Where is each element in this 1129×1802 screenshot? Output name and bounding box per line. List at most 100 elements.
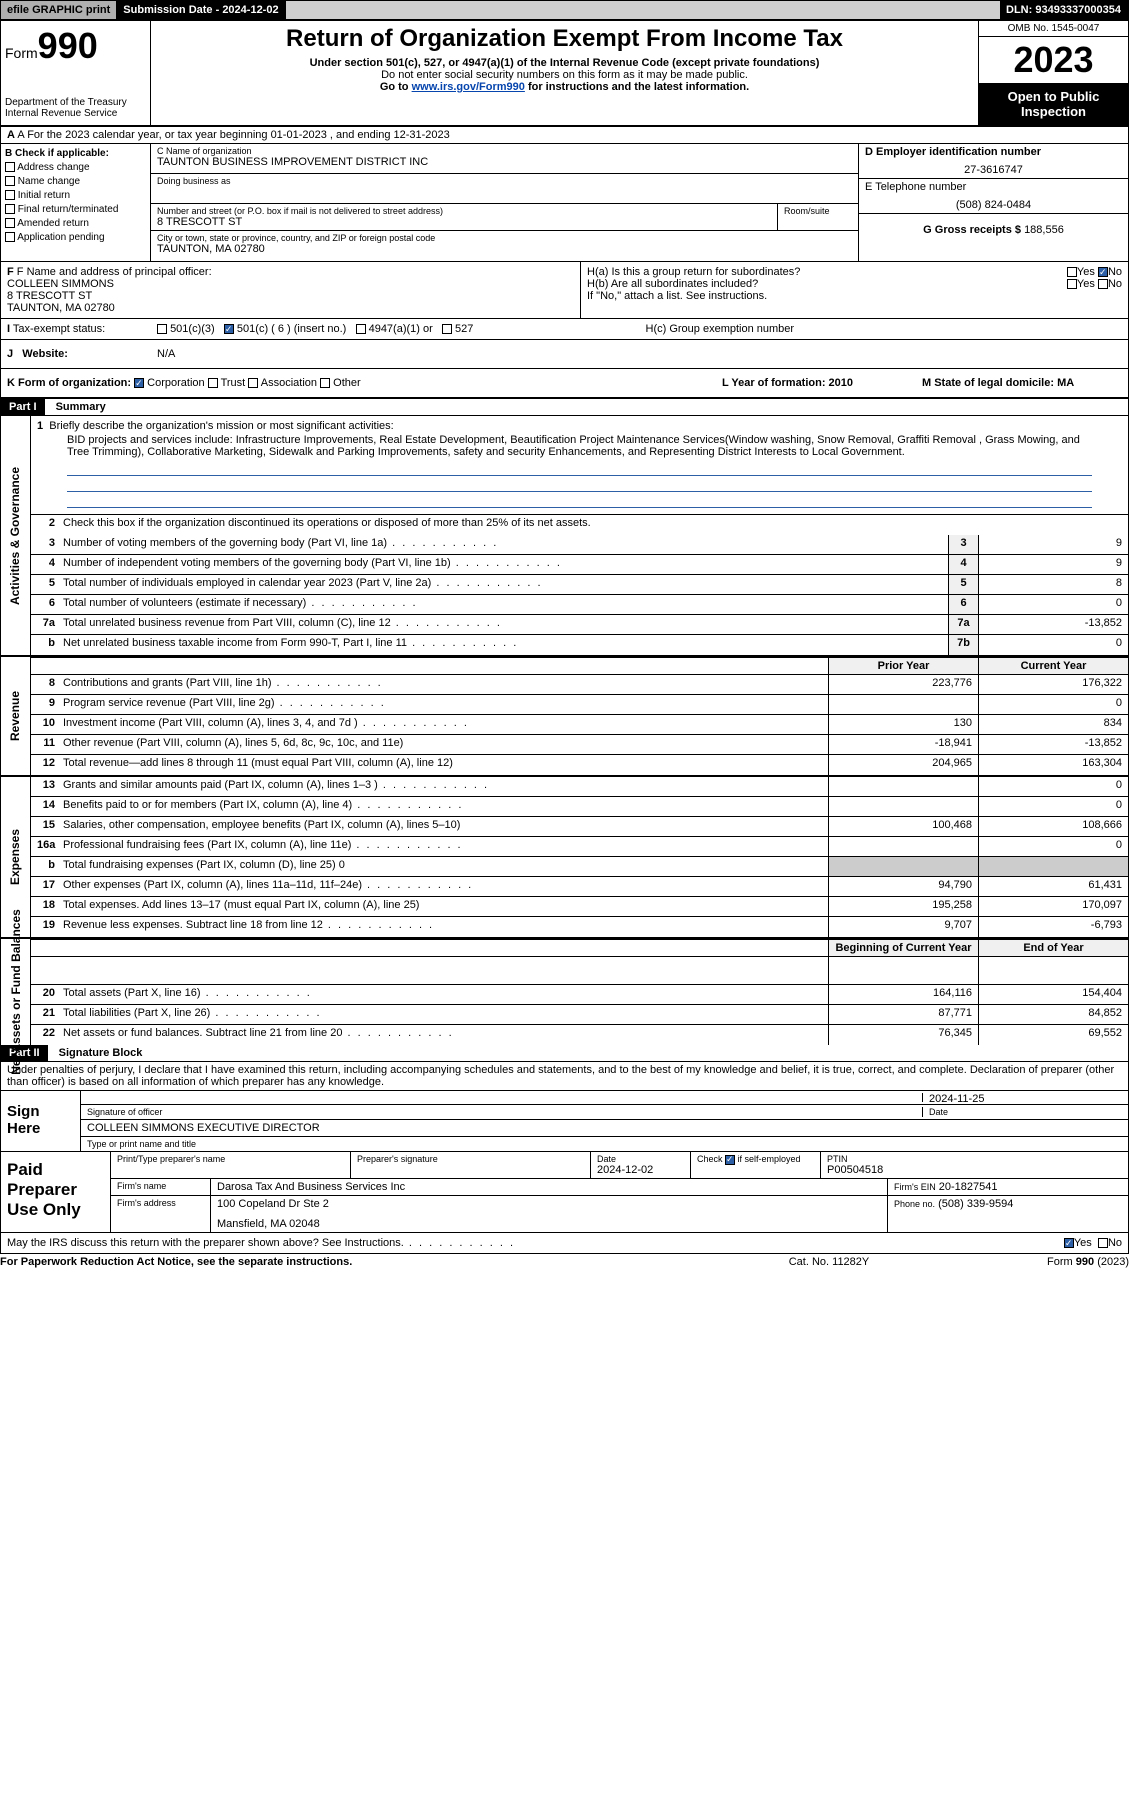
vlabel-revenue: Revenue — [1, 657, 31, 775]
line3-desc: Number of voting members of the governin… — [61, 535, 948, 554]
line4-val: 9 — [978, 555, 1128, 574]
ha-yes-checkbox[interactable] — [1067, 267, 1077, 277]
officer-name-title: COLLEEN SIMMONS EXECUTIVE DIRECTOR — [87, 1122, 1122, 1134]
name-change-checkbox[interactable] — [5, 176, 15, 186]
line17-prior: 94,790 — [828, 877, 978, 896]
line13-desc: Grants and similar amounts paid (Part IX… — [61, 777, 828, 796]
line8-prior: 223,776 — [828, 675, 978, 694]
line7a-val: -13,852 — [978, 615, 1128, 634]
line21-desc: Total liabilities (Part X, line 26) — [61, 1005, 828, 1024]
discuss-no-checkbox[interactable] — [1098, 1238, 1108, 1248]
trust-checkbox[interactable] — [208, 378, 218, 388]
firm-ein: 20-1827541 — [939, 1181, 998, 1193]
perjury-text: Under penalties of perjury, I declare th… — [1, 1062, 1128, 1091]
line20-desc: Total assets (Part X, line 16) — [61, 985, 828, 1004]
officer-label: F F Name and address of principal office… — [7, 266, 574, 278]
tax-exempt-label: I Tax-exempt status: — [1, 319, 151, 339]
line19-curr: -6,793 — [978, 917, 1128, 937]
line10-prior: 130 — [828, 715, 978, 734]
4947-checkbox[interactable] — [356, 324, 366, 334]
discuss-yes-checkbox[interactable] — [1064, 1238, 1074, 1248]
line21-prior: 87,771 — [828, 1005, 978, 1024]
line16a-curr: 0 — [978, 837, 1128, 856]
tax-exempt-options: 501(c)(3) 501(c) ( 6 ) (insert no.) 4947… — [151, 319, 640, 339]
form-990: Form990 Department of the Treasury Inter… — [0, 20, 1129, 1254]
line11-desc: Other revenue (Part VIII, column (A), li… — [61, 735, 828, 754]
phone-label: E Telephone number — [865, 181, 1122, 193]
initial-return-checkbox[interactable] — [5, 190, 15, 200]
cat-no: Cat. No. 11282Y — [729, 1256, 929, 1268]
ptin-label: PTIN — [827, 1154, 1122, 1164]
efile-print-button[interactable]: efile GRAPHIC print — [1, 1, 117, 19]
prep-sig-label: Preparer's signature — [357, 1154, 584, 1164]
line15-curr: 108,666 — [978, 817, 1128, 836]
room-label: Room/suite — [784, 206, 852, 216]
website: N/A — [157, 348, 175, 360]
line7a-desc: Total unrelated business revenue from Pa… — [61, 615, 948, 634]
gross-receipts-label: G Gross receipts $ — [923, 224, 1021, 236]
line3-val: 9 — [978, 535, 1128, 554]
mission-text: BID projects and services include: Infra… — [37, 432, 1122, 460]
line7b-desc: Net unrelated business taxable income fr… — [61, 635, 948, 655]
line8-curr: 176,322 — [978, 675, 1128, 694]
paperwork-notice: For Paperwork Reduction Act Notice, see … — [0, 1256, 729, 1268]
org-name: TAUNTON BUSINESS IMPROVEMENT DISTRICT IN… — [157, 156, 852, 168]
omb-number: OMB No. 1545-0047 — [979, 21, 1128, 37]
prep-date: 2024-12-02 — [597, 1164, 684, 1176]
form-title: Return of Organization Exempt From Incom… — [159, 25, 970, 53]
ptin: P00504518 — [827, 1164, 1122, 1176]
vlabel-governance: Activities & Governance — [1, 416, 31, 655]
part1-title: Summary — [48, 399, 114, 415]
mission-label: Briefly describe the organization's miss… — [49, 420, 393, 432]
line16b-desc: Total fundraising expenses (Part IX, col… — [61, 857, 828, 876]
hb-no-checkbox[interactable] — [1098, 279, 1108, 289]
501c-checkbox[interactable] — [224, 324, 234, 334]
prep-name-label: Print/Type preparer's name — [117, 1154, 344, 1164]
hc-group-exemption: H(c) Group exemption number — [640, 319, 1129, 339]
line17-desc: Other expenses (Part IX, column (A), lin… — [61, 877, 828, 896]
prep-check-label: Check if self-employed — [697, 1154, 814, 1165]
sig-officer-label: Signature of officer — [87, 1107, 922, 1117]
line7b-val: 0 — [978, 635, 1128, 655]
firm-addr-label: Firm's address — [111, 1196, 211, 1232]
irs-link[interactable]: www.irs.gov/Form990 — [412, 81, 525, 93]
hb-subordinates: H(b) Are all subordinates included? Yes … — [587, 278, 1122, 290]
line11-curr: -13,852 — [978, 735, 1128, 754]
final-return-checkbox[interactable] — [5, 204, 15, 214]
line15-desc: Salaries, other compensation, employee b… — [61, 817, 828, 836]
self-employed-checkbox[interactable] — [725, 1155, 735, 1165]
line16a-desc: Professional fundraising fees (Part IX, … — [61, 837, 828, 856]
address-change-checkbox[interactable] — [5, 162, 15, 172]
dba-label: Doing business as — [157, 176, 852, 186]
ein-label: D Employer identification number — [865, 146, 1122, 158]
line9-desc: Program service revenue (Part VIII, line… — [61, 695, 828, 714]
ha-group-return: H(a) Is this a group return for subordin… — [587, 266, 1122, 278]
line17-curr: 61,431 — [978, 877, 1128, 896]
tax-year: 2023 — [979, 37, 1128, 83]
other-checkbox[interactable] — [320, 378, 330, 388]
line6-desc: Total number of volunteers (estimate if … — [61, 595, 948, 614]
form-footer: Form 990 (2023) — [929, 1256, 1129, 1268]
assoc-checkbox[interactable] — [248, 378, 258, 388]
line12-curr: 163,304 — [978, 755, 1128, 775]
paid-preparer-label: Paid Preparer Use Only — [1, 1152, 111, 1232]
firm-addr2: Mansfield, MA 02048 — [217, 1218, 881, 1230]
app-pending-checkbox[interactable] — [5, 232, 15, 242]
line18-desc: Total expenses. Add lines 13–17 (must eq… — [61, 897, 828, 916]
sign-here-label: Sign Here — [1, 1091, 81, 1151]
ha-no-checkbox[interactable] — [1098, 267, 1108, 277]
vlabel-netassets: Net Assets or Fund Balances — [1, 939, 31, 1045]
firm-addr1: 100 Copeland Dr Ste 2 — [217, 1198, 881, 1210]
subtitle-2: Do not enter social security numbers on … — [159, 69, 970, 81]
line20-curr: 154,404 — [978, 985, 1128, 1004]
org-name-label: C Name of organization — [157, 146, 852, 156]
501c3-checkbox[interactable] — [157, 324, 167, 334]
line19-desc: Revenue less expenses. Subtract line 18 … — [61, 917, 828, 937]
hb-yes-checkbox[interactable] — [1067, 279, 1077, 289]
corp-checkbox[interactable] — [134, 378, 144, 388]
year-formation: L Year of formation: 2010 — [722, 377, 922, 389]
amended-return-checkbox[interactable] — [5, 218, 15, 228]
527-checkbox[interactable] — [442, 324, 452, 334]
street: 8 TRESCOTT ST — [157, 216, 771, 228]
curr-year-hdr: Current Year — [978, 658, 1128, 674]
